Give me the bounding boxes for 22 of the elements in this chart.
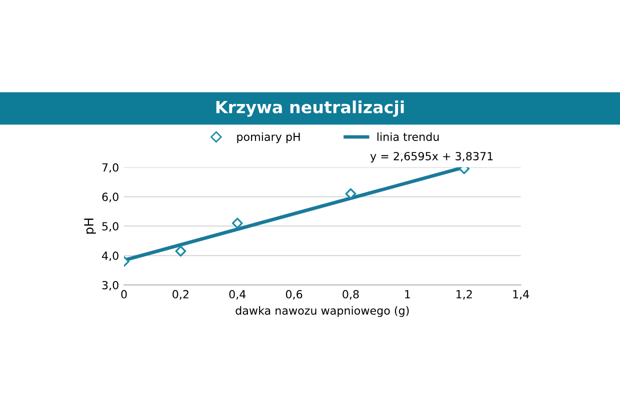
y-tick-label: 5,0 [102, 222, 118, 232]
point [232, 218, 243, 229]
x-tick-label: 0 [121, 290, 127, 298]
x-tick-label: 0,2 [172, 290, 188, 300]
text: y = 2,6595x + 3,8371 [370, 152, 493, 163]
x-tick-label: 0,8 [342, 290, 359, 300]
y-tick-label: 7,0 [102, 163, 118, 173]
x-tick-label: 1 [405, 290, 410, 298]
x-tick-label: 0,6 [286, 290, 302, 300]
chart-title: Krzywa neutralizacji [216, 100, 404, 117]
y-axis-title: pH [84, 218, 96, 234]
legend-label: linia trendu [377, 132, 439, 141]
y-tick-label: 3,0 [102, 280, 118, 290]
point [175, 246, 186, 257]
x-tick-label: 0,4 [229, 290, 246, 300]
x-tick-label: 1,4 [513, 290, 530, 300]
y-tick-label: 4,0 [102, 252, 118, 262]
legend-label: pomiary pH [237, 132, 300, 144]
x-tick-label: 1,2 [456, 290, 472, 300]
y-tick-label: 6,0 [102, 192, 118, 202]
x-axis-title: dawka nawozu wapniowego (g) [236, 306, 409, 317]
point [345, 188, 356, 200]
